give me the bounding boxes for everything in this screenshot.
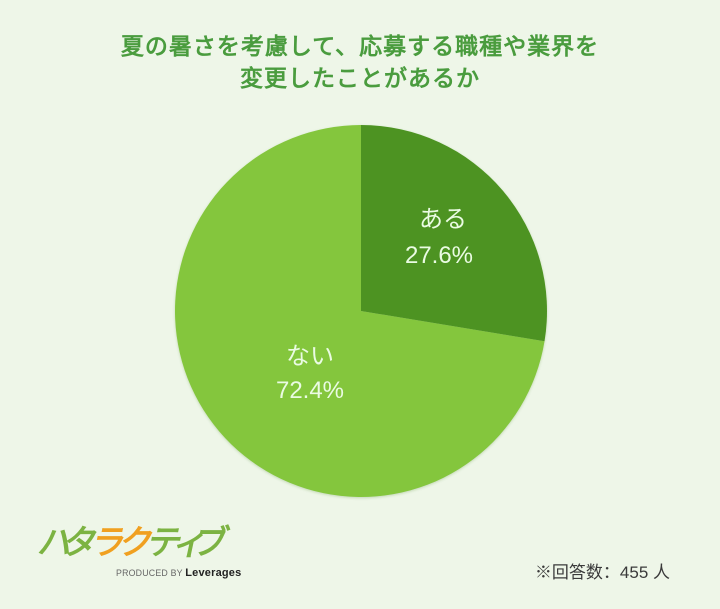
svg-text:72.4%: 72.4% [276,377,344,404]
svg-text:ブ: ブ [190,524,232,562]
svg-text:ある: ある [419,206,467,233]
svg-text:ない: ない [286,343,334,370]
svg-text:PRODUCED BY Leverages: PRODUCED BY Leverages [116,567,241,579]
svg-text:27.6%: 27.6% [405,242,473,269]
